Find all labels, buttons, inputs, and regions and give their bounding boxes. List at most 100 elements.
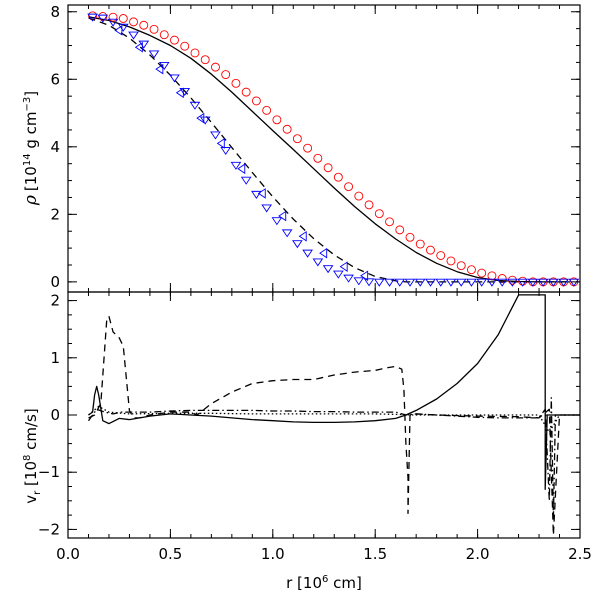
top-triangle-down-marker bbox=[435, 278, 447, 287]
top-circle-marker bbox=[221, 70, 231, 80]
top-triangle-left-marker bbox=[196, 112, 205, 124]
top-triangle-down-marker bbox=[445, 278, 457, 287]
top-ytick-label: 2 bbox=[50, 205, 60, 223]
top-ytick-label: 8 bbox=[50, 3, 60, 21]
top-triangle-down-marker bbox=[322, 265, 334, 274]
bottom-frame bbox=[67, 291, 581, 539]
top-circle-marker bbox=[118, 14, 128, 23]
x-axis-label: r [106 cm] bbox=[286, 574, 362, 592]
top-circle-marker bbox=[507, 275, 517, 285]
top-triangle-down-marker bbox=[384, 278, 395, 287]
top-triangle-down-marker bbox=[404, 278, 416, 287]
bottom-plot-area bbox=[87, 294, 580, 536]
top-triangle-down-marker bbox=[281, 229, 293, 238]
top-circle-marker bbox=[436, 251, 446, 260]
top-triangle-left-marker bbox=[237, 163, 246, 175]
top-circle-marker bbox=[385, 217, 394, 227]
x-tick-label: 0.5 bbox=[158, 545, 182, 563]
top-circle-marker bbox=[323, 163, 333, 173]
top-circle-marker bbox=[292, 134, 302, 144]
top-circle-marker bbox=[139, 20, 149, 30]
top-triangle-down-marker bbox=[496, 278, 508, 287]
top-triangle-down-marker bbox=[466, 278, 477, 287]
top-triangle-down-marker bbox=[486, 278, 498, 287]
top-triangle-down-marker bbox=[548, 278, 559, 287]
top-triangle-left-marker bbox=[216, 138, 225, 149]
top-circle-marker bbox=[405, 232, 415, 242]
top-triangle-left-marker bbox=[175, 87, 184, 99]
top-triangle-down-marker bbox=[527, 278, 539, 287]
top-circle-marker bbox=[272, 115, 282, 125]
top-frame bbox=[67, 4, 581, 293]
top-circle-marker bbox=[426, 245, 435, 255]
x-tick-label: 1.5 bbox=[363, 545, 387, 563]
top-y-axis-label: ρ[1014 g cm−3] bbox=[21, 91, 41, 206]
top-triangle-left-marker bbox=[134, 41, 143, 53]
bottom-ytick-label: 0 bbox=[50, 406, 60, 424]
top-triangle-down-marker bbox=[332, 270, 344, 279]
top-triangle-down-marker bbox=[220, 147, 232, 156]
top-triangle-left-marker bbox=[360, 270, 369, 282]
bottom-series-dashdot-line bbox=[87, 397, 580, 519]
bottom-ytick-label: 2 bbox=[50, 292, 60, 310]
top-triangle-down-marker bbox=[169, 74, 180, 83]
top-triangle-down-marker bbox=[312, 258, 324, 267]
top-triangle-down-marker bbox=[394, 278, 406, 287]
bottom-ytick-label: −1 bbox=[38, 463, 60, 481]
bottom-y-tick-labels: −2 −1 0 1 2 bbox=[38, 292, 60, 539]
top-triangle-down-marker bbox=[87, 13, 98, 22]
top-triangle-down-marker bbox=[148, 50, 160, 59]
top-triangle-left-marker bbox=[114, 24, 123, 36]
bottom-ticks bbox=[67, 292, 581, 538]
top-triangle-down-marker bbox=[476, 278, 488, 287]
top-triangle-down-marker bbox=[158, 61, 170, 70]
top-circle-marker bbox=[313, 153, 323, 163]
x-tick-label: 1.0 bbox=[261, 545, 285, 563]
top-circle-marker bbox=[108, 12, 118, 22]
top-circle-marker bbox=[467, 265, 476, 275]
bottom-series-dashed-line bbox=[88, 315, 580, 536]
top-triangle-down-marker bbox=[117, 23, 129, 32]
top-triangle-down-marker bbox=[363, 278, 375, 287]
top-series-dashed-line bbox=[88, 17, 570, 283]
top-circle-marker bbox=[303, 143, 313, 153]
top-circle-marker bbox=[354, 191, 364, 201]
top-circle-marker bbox=[129, 17, 138, 27]
top-triangle-down-marker bbox=[97, 14, 109, 23]
top-triangle-down-marker bbox=[302, 249, 313, 258]
top-circle-marker bbox=[200, 55, 210, 65]
top-circle-marker bbox=[231, 78, 241, 88]
top-circle-marker bbox=[415, 239, 425, 249]
top-triangle-down-marker bbox=[373, 278, 385, 287]
top-circle-marker bbox=[190, 48, 200, 58]
top-triangle-down-marker bbox=[138, 40, 150, 49]
top-circle-marker bbox=[251, 96, 261, 106]
top-circle-marker bbox=[149, 24, 159, 34]
bottom-series-solid-line bbox=[88, 294, 580, 491]
top-circle-marker bbox=[282, 124, 292, 134]
top-circle-marker bbox=[374, 209, 384, 219]
top-circle-marker bbox=[180, 41, 190, 51]
top-panel: 0 2 4 6 8 ρ[1014 g cm−3] bbox=[21, 3, 581, 293]
top-ytick-label: 4 bbox=[50, 138, 60, 156]
top-plot-area bbox=[87, 11, 580, 287]
top-triangle-left-marker bbox=[339, 261, 348, 273]
top-triangle-down-marker bbox=[353, 277, 365, 286]
top-triangle-down-marker bbox=[292, 240, 303, 249]
top-circle-marker bbox=[487, 271, 497, 281]
top-circle-marker bbox=[211, 62, 220, 72]
top-y-ticks bbox=[67, 5, 581, 292]
top-triangle-down-marker bbox=[261, 204, 272, 213]
top-triangle-left-marker bbox=[155, 63, 164, 75]
top-circle-marker bbox=[395, 225, 405, 235]
top-triangle-down-marker bbox=[537, 278, 549, 287]
top-triangle-down-marker bbox=[199, 116, 211, 125]
top-triangle-down-marker bbox=[240, 176, 252, 185]
top-circle-marker bbox=[333, 172, 343, 182]
top-triangle-down-marker bbox=[517, 278, 528, 287]
top-triangle-down-marker bbox=[251, 190, 262, 199]
top-triangle-left-marker bbox=[298, 230, 307, 242]
bottom-y-axis-label: vr [108 cm/s] bbox=[22, 408, 43, 503]
top-circle-marker bbox=[446, 256, 456, 266]
